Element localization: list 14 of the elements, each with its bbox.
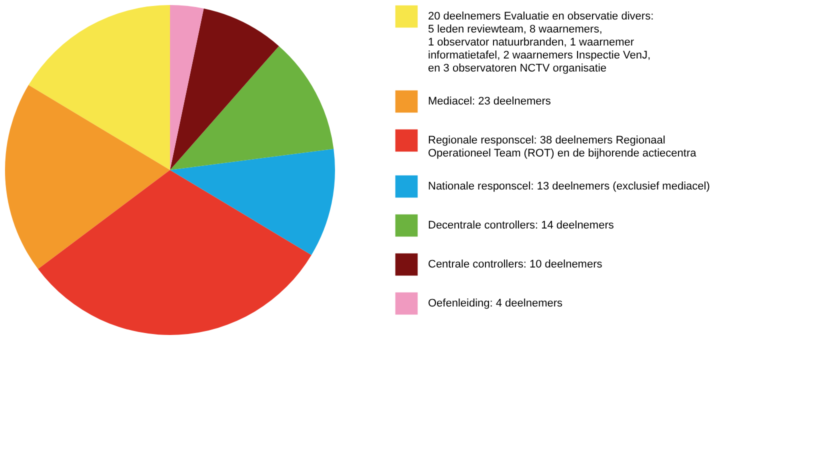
pie-slice (170, 46, 334, 170)
pie-slice (170, 8, 279, 170)
legend-label: Decentrale controllers: 14 deelnemers (428, 220, 614, 232)
pie-slice (170, 148, 335, 255)
legend-label: Oefenleiding: 4 deelnemers (428, 298, 564, 310)
pie-slice (170, 5, 204, 170)
legend-label: Centrale controllers: 10 deelnemers (428, 258, 603, 270)
legend-label: Mediacel: 23 deelnemers (428, 96, 552, 108)
legend-label: Nationale responscel: 13 deelnemers (exclusief mediacel) (428, 180, 710, 192)
legend-label: 20 deelnemers Evaluatie en observatie divers: 5 leden reviewteam, 8 waarnemers, 1 observator natuurbranden, 1 waarnemer informatietafel, 2 waarnemers Inspectie VenJ, en 3 observatoren NCTV organisatie (428, 10, 654, 74)
pie-slice (38, 170, 312, 335)
legend-label: Regionale responscel: 38 deelnemers Regionaal Operationeel Team (ROT) en de bijhorende actiecentra (428, 134, 698, 160)
pie-slice (5, 85, 170, 270)
pie-slice (28, 5, 170, 170)
